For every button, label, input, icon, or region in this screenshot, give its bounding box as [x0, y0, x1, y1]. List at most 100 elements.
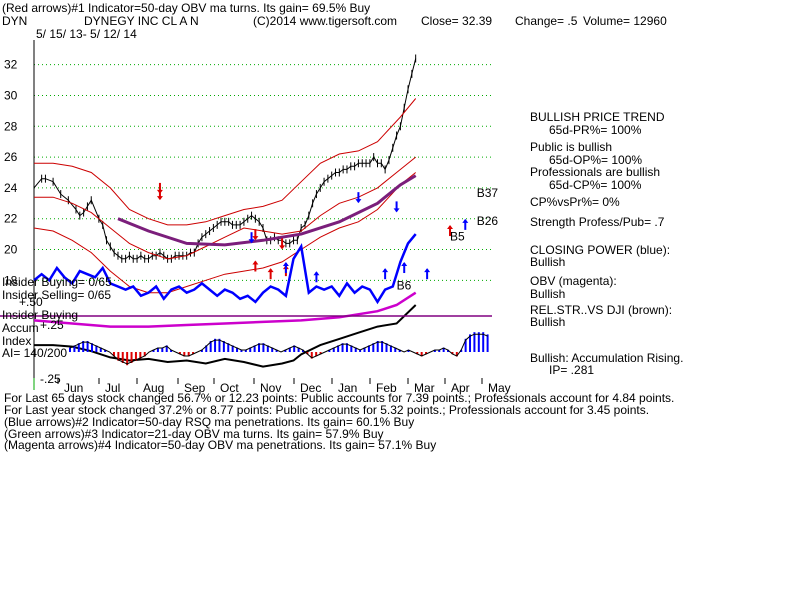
right-info-panel: BULLISH PRICE TREND 65d-PR%= 100% Public…: [530, 110, 683, 377]
accum-ma-line: [69, 333, 488, 365]
arrow-head: [252, 260, 259, 265]
arrow-head: [424, 268, 431, 273]
signal-label-b26: B26: [477, 214, 499, 228]
signal-arrow-down-icon: [279, 238, 286, 250]
footer-blue-arrows: (Blue arrows)#2 Indicator=50-day RSQ ma …: [4, 415, 414, 429]
month-label-feb: Feb: [376, 381, 397, 395]
index-label: Index: [2, 334, 31, 348]
minus25-label: -.25: [40, 372, 61, 386]
signal-arrow-down-icon: [252, 229, 259, 241]
signal-arrow-up-icon: [462, 218, 469, 230]
accum-label: Accum: [2, 321, 39, 335]
month-label-nov: Nov: [260, 381, 281, 395]
signal-arrow-up-icon: [267, 268, 274, 280]
signal-arrow-up-icon: [424, 268, 431, 280]
y-tick-label-26: 26: [4, 150, 18, 164]
right-panel-relstr: REL.STR..VS DJI (brown):: [530, 303, 672, 317]
header-red-arrows-indicator: (Red arrows)#1 Indicator=50-day OBV ma t…: [2, 1, 370, 15]
right-panel-closing-power-value: Bullish: [530, 255, 565, 269]
signal-arrow-up-icon: [382, 268, 389, 280]
signal-label-b37: B37: [477, 186, 499, 200]
series-line-ma: [34, 156, 417, 260]
right-panel-op: 65d-OP%= 100%: [549, 153, 642, 167]
insider-buying-label-2: Insider Buying: [2, 308, 78, 322]
indicator-line-relstr_black: [34, 304, 417, 368]
footer-green-arrows: (Green arrows)#3 Indicator=21-day OBV ma…: [4, 427, 384, 441]
arrow-head: [252, 236, 259, 241]
y-tick-label-24: 24: [4, 181, 18, 195]
right-panel-obv: OBV (magenta):: [530, 274, 617, 288]
signal-arrow-up-icon: [447, 225, 454, 237]
arrow-head: [313, 271, 320, 276]
series-line-upper_band: [34, 98, 417, 226]
right-panel-obv-value: Bullish: [530, 287, 565, 301]
right-panel-strength: Strength Profess/Pub= .7: [530, 215, 665, 229]
signal-arrow-down-icon: [248, 232, 255, 244]
footer-65-days: For Last 65 days stock changed 56.7% or …: [4, 391, 674, 405]
y-tick-label-32: 32: [4, 58, 18, 72]
plus50-label: +.50: [19, 295, 43, 309]
x-axis-month-labels: Jun Jul Aug Sep Oct Nov Dec Jan Feb Mar Apr May: [57, 378, 511, 395]
month-label-jul: Jul: [105, 381, 120, 395]
arrow-head: [393, 208, 400, 213]
indicator-line-obv_magenta: [33, 291, 417, 328]
arrow-head: [382, 268, 389, 273]
arrow-head: [279, 245, 286, 250]
y-tick-label-18: 18: [4, 273, 18, 287]
month-label-mar: Mar: [414, 381, 435, 395]
plus25-label: +.25: [40, 318, 64, 332]
insider-selling-label: Insider Selling= 0/65: [2, 288, 111, 302]
month-label-sep: Sep: [184, 381, 206, 395]
arrow-head: [282, 262, 289, 267]
month-label-may: May: [488, 381, 511, 395]
insider-buying-label: Insider Buying= 0/65: [2, 275, 112, 289]
signal-arrow-down-icon: [156, 189, 163, 201]
arrow-head: [267, 268, 274, 273]
signal-arrow-up-icon: [282, 262, 289, 274]
y-tick-label-30: 30: [4, 88, 18, 102]
y-tick-label-28: 28: [4, 119, 18, 133]
month-label-oct: Oct: [220, 381, 239, 395]
arrow-head: [462, 218, 469, 223]
header-volume: Volume= 12960: [583, 14, 667, 28]
signal-label-b6: B6: [397, 279, 412, 293]
right-panel-cp: 65d-CP%= 100%: [549, 178, 642, 192]
y-tick-label-22: 22: [4, 212, 18, 226]
right-panel-relstr-value: Bullish: [530, 315, 565, 329]
month-label-aug: Aug: [143, 381, 164, 395]
signal-arrow-up-icon: [252, 260, 259, 272]
arrow-head: [355, 199, 362, 204]
y-axis-tick-labels: 18 20 22 24 26 28 30 32: [4, 58, 18, 288]
header-date-range: 5/ 15/ 13- 5/ 12/ 14: [36, 27, 137, 41]
month-label-jan: Jan: [338, 381, 357, 395]
month-label-apr: Apr: [451, 381, 470, 395]
arrow-head: [447, 225, 454, 230]
header-close: Close= 32.39: [421, 14, 492, 28]
footer-last-year: For Last year stock changed 37.2% or 8.7…: [4, 403, 649, 417]
right-panel-professionals-bullish: Professionals are bullish: [530, 165, 660, 179]
price-series-group: [33, 54, 417, 305]
signal-label-b5: B5: [450, 229, 465, 243]
right-panel-ip: IP= .281: [549, 363, 594, 377]
right-panel-cp-vs-pr: CP%vsPr%= 0%: [530, 195, 620, 209]
header-symbol: DYN: [2, 14, 27, 28]
right-panel-closing-power: CLOSING POWER (blue):: [530, 243, 670, 257]
right-panel-accumulation: Bullish: Accumulation Rising.: [530, 351, 683, 365]
accumulation-index-bars: [33, 332, 489, 390]
arrow-head: [248, 239, 255, 244]
signal-labels: B37 B5 B26 B6: [397, 186, 499, 292]
signal-arrow-down-icon: [355, 192, 362, 204]
month-label-jun: Jun: [64, 381, 83, 395]
arrow-head: [401, 262, 408, 267]
right-panel-bullish-trend: BULLISH PRICE TREND: [530, 110, 665, 124]
indicator-lines-group: [0, 291, 492, 368]
header-copyright: (C)2014 www.tigersoft.com: [253, 14, 397, 28]
signal-arrows: [156, 182, 469, 283]
arrow-head: [156, 196, 163, 201]
signal-arrow-up-icon: [401, 262, 408, 274]
y-tick-label-20: 20: [4, 243, 18, 257]
series-line-lower_band: [33, 172, 417, 294]
month-label-dec: Dec: [300, 381, 321, 395]
